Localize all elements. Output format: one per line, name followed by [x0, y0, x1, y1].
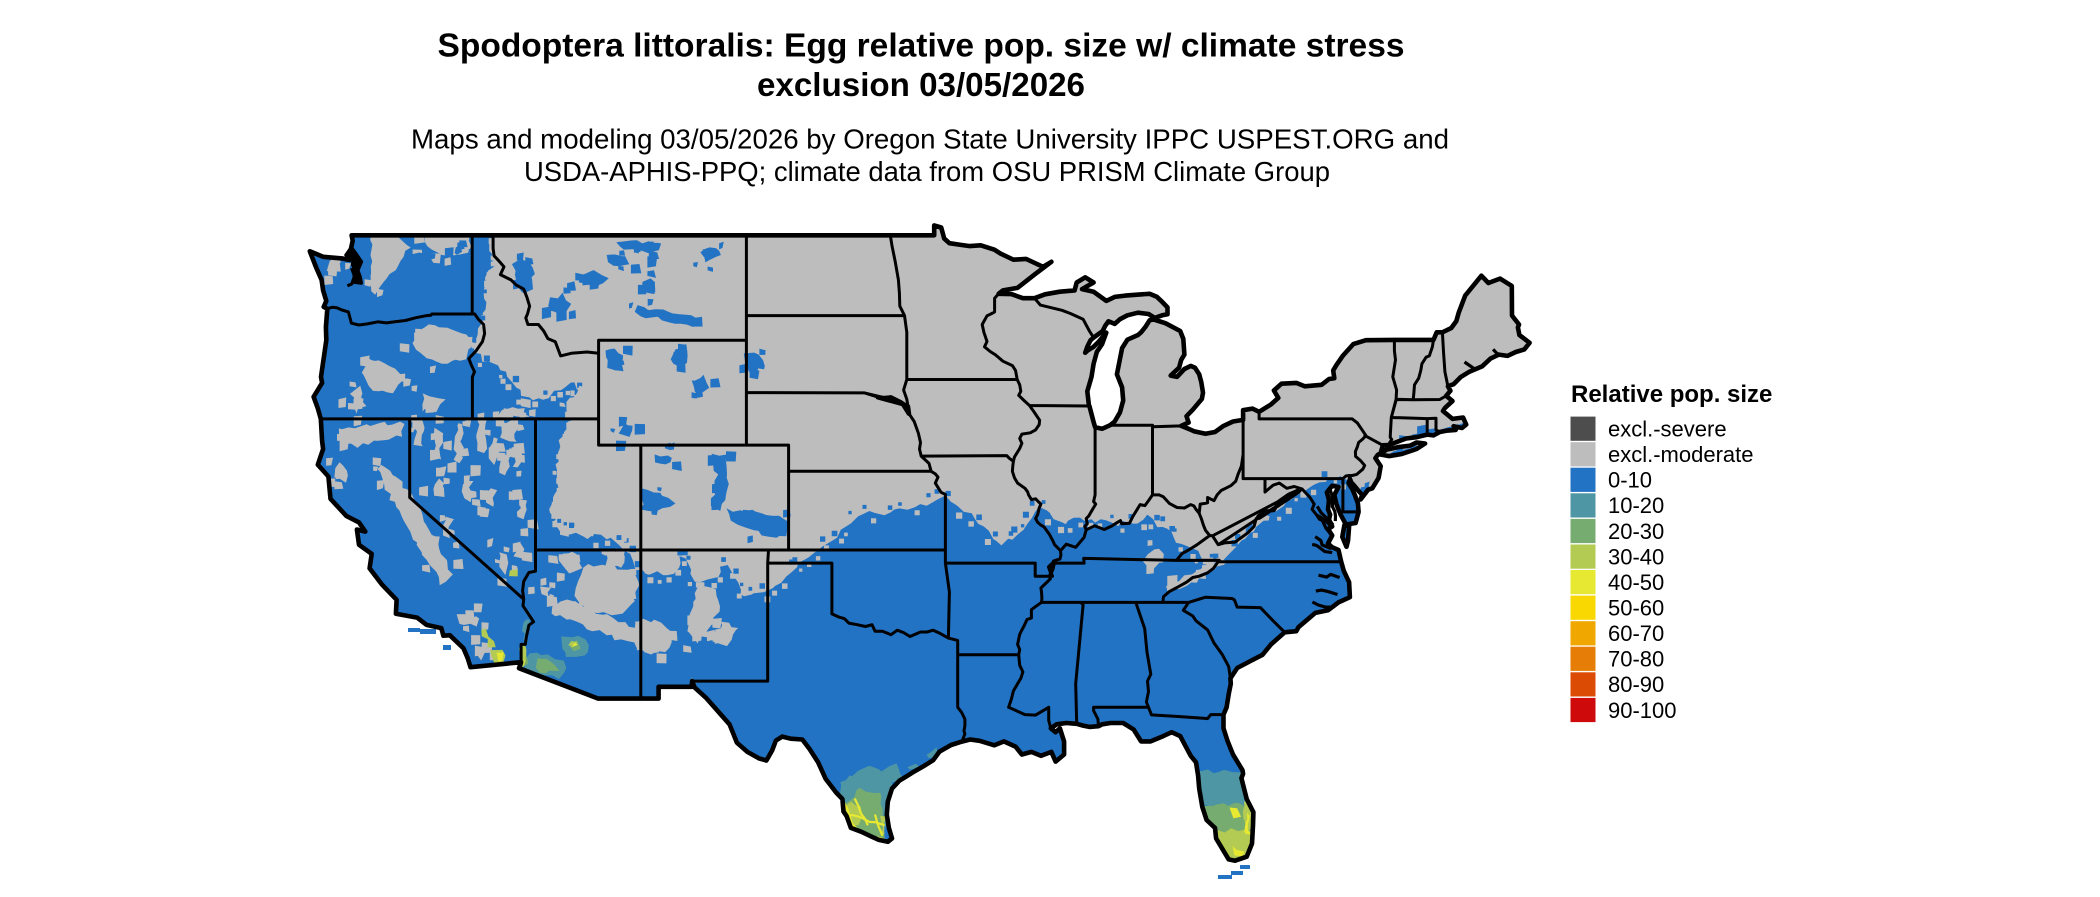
svg-text:70-80: 70-80 — [1608, 647, 1664, 672]
svg-text:20-30: 20-30 — [1608, 519, 1664, 544]
svg-text:90-100: 90-100 — [1608, 698, 1677, 723]
svg-text:Spodoptera littoralis: Egg rel: Spodoptera littoralis: Egg relative pop.… — [438, 26, 1405, 63]
svg-text:excl.-moderate: excl.-moderate — [1608, 442, 1754, 467]
svg-text:40-50: 40-50 — [1608, 570, 1664, 595]
svg-text:80-90: 80-90 — [1608, 672, 1664, 697]
svg-text:10-20: 10-20 — [1608, 493, 1664, 518]
svg-text:Relative pop. size: Relative pop. size — [1571, 381, 1772, 408]
svg-text:USDA-APHIS-PPQ; climate data f: USDA-APHIS-PPQ; climate data from OSU PR… — [524, 156, 1330, 187]
svg-text:Maps and modeling 03/05/2026 b: Maps and modeling 03/05/2026 by Oregon S… — [411, 124, 1449, 155]
svg-text:exclusion 03/05/2026: exclusion 03/05/2026 — [757, 66, 1085, 103]
svg-text:0-10: 0-10 — [1608, 468, 1652, 493]
svg-text:excl.-severe: excl.-severe — [1608, 417, 1727, 442]
svg-text:50-60: 50-60 — [1608, 596, 1664, 621]
svg-text:30-40: 30-40 — [1608, 544, 1664, 569]
svg-text:60-70: 60-70 — [1608, 621, 1664, 646]
